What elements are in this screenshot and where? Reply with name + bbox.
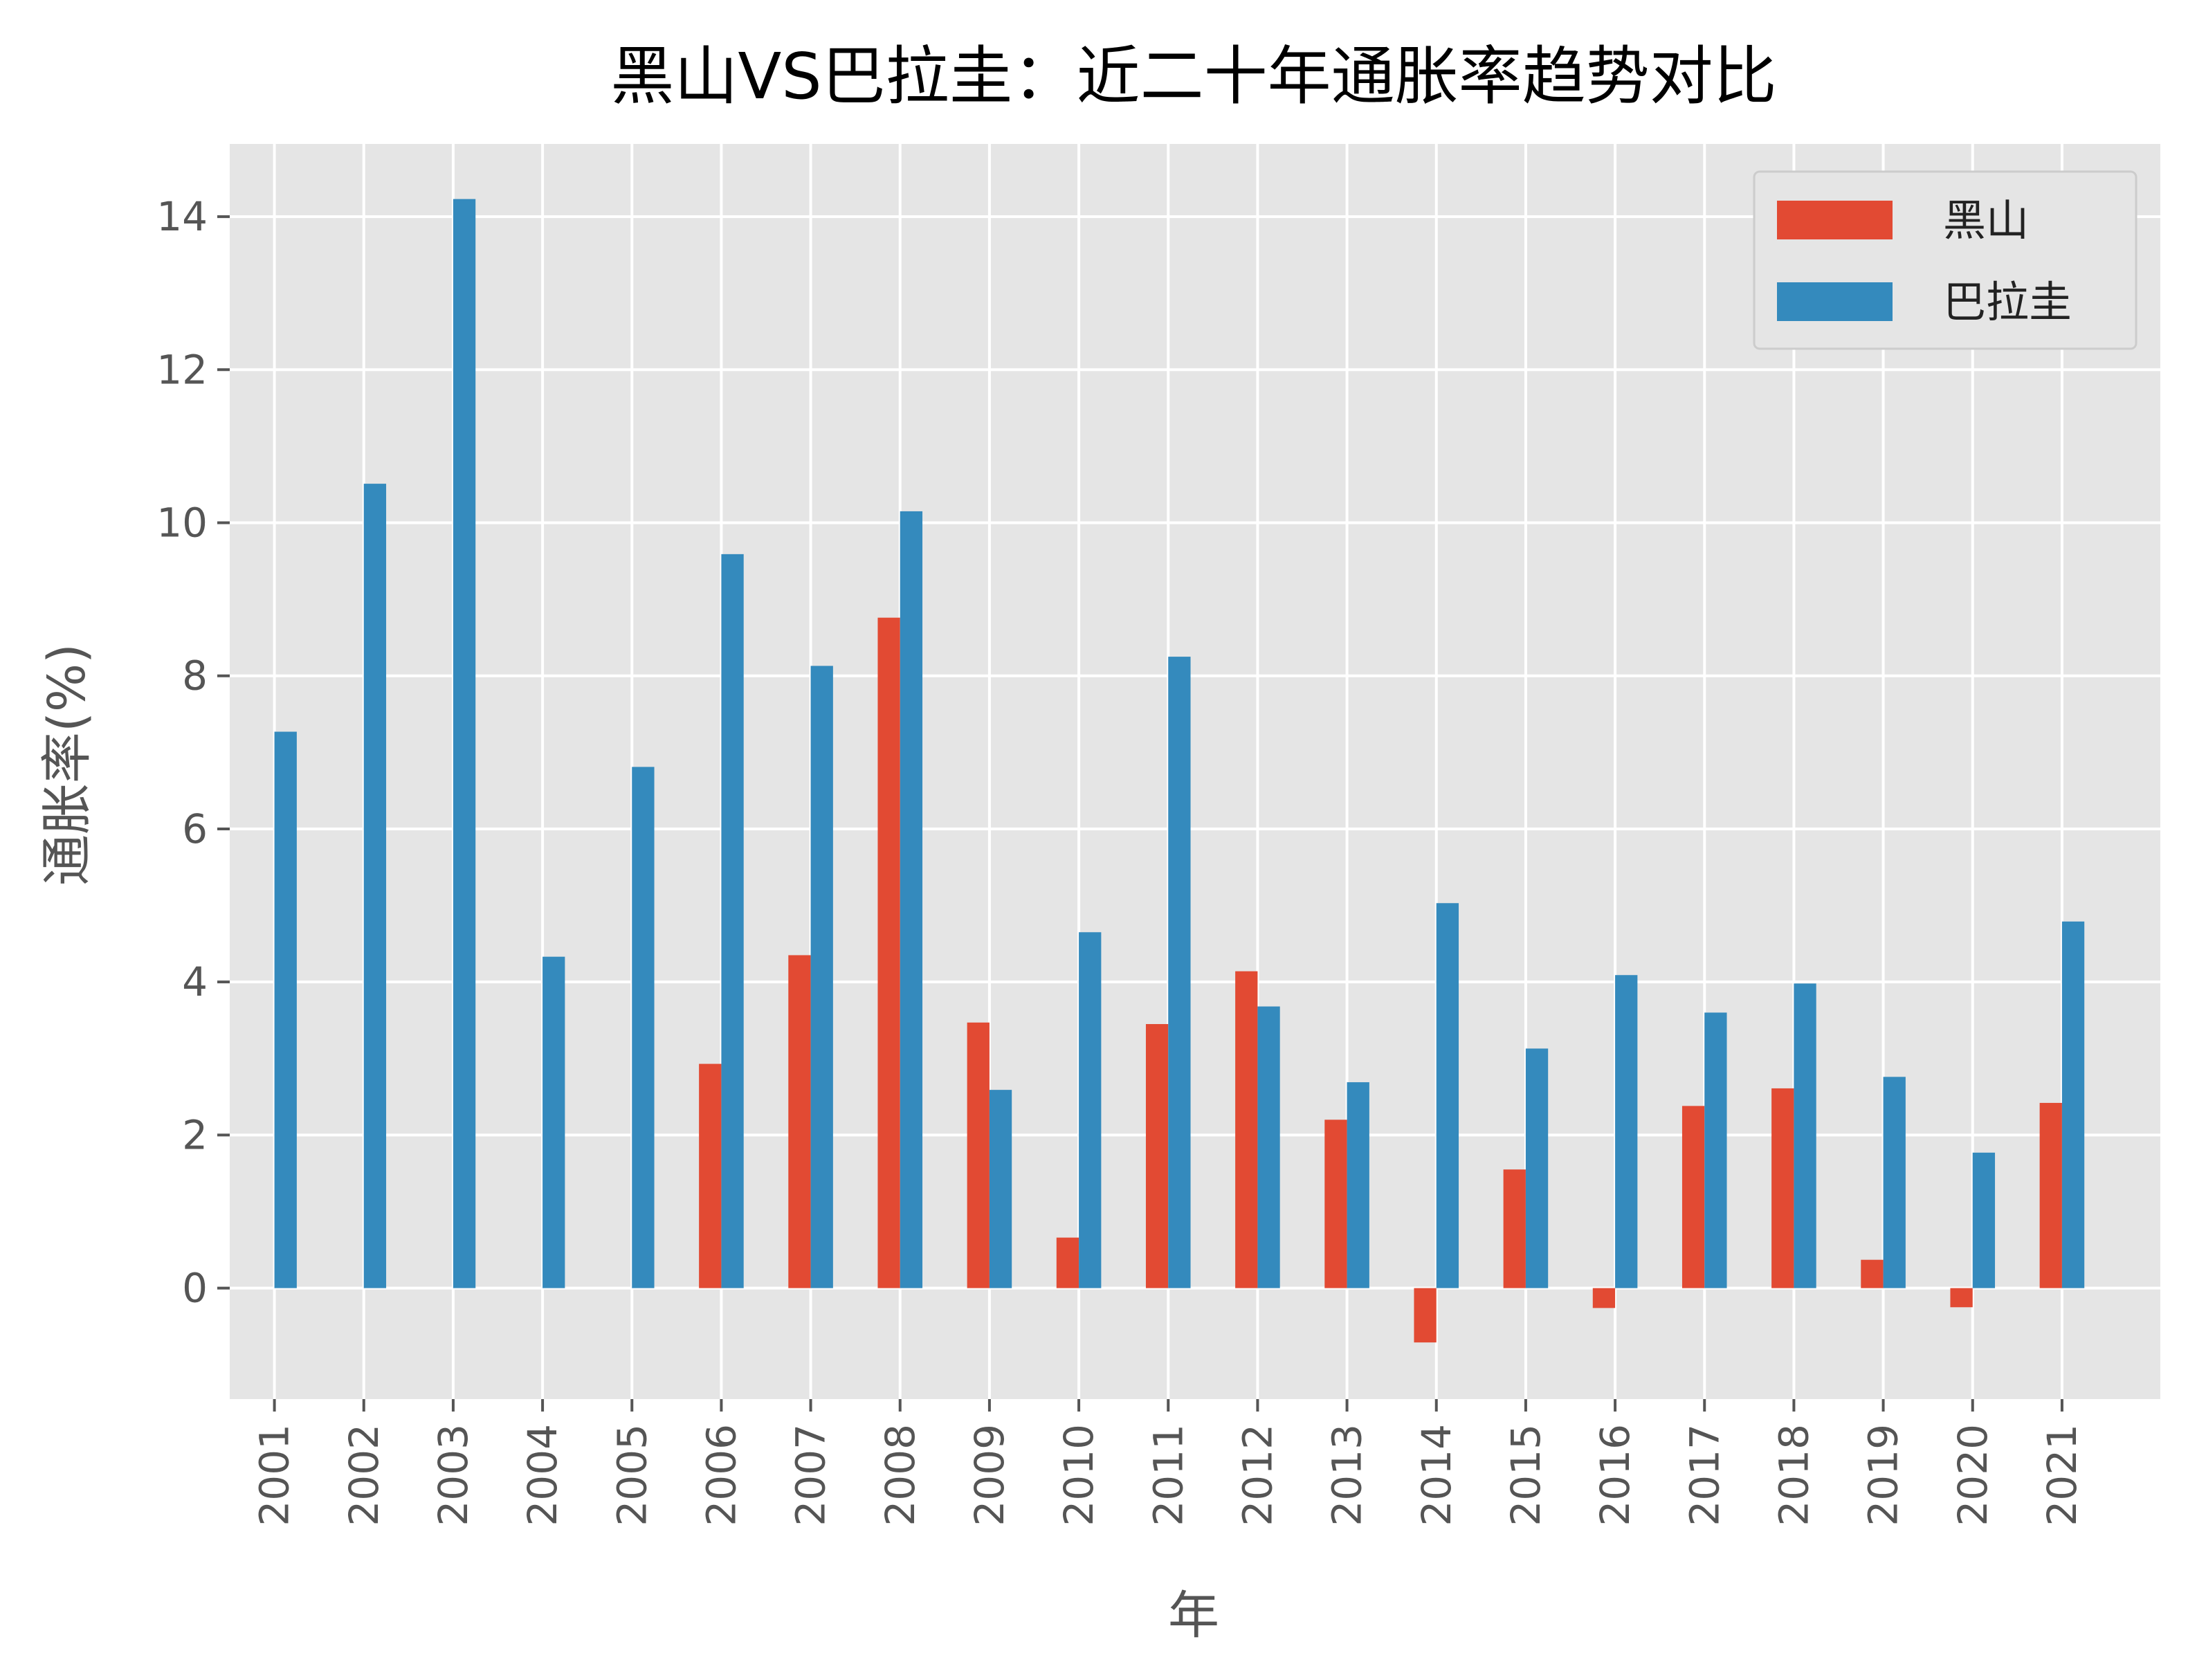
bar-series-2-2004: [543, 956, 565, 1288]
x-tick-label: 2015: [1502, 1424, 1549, 1526]
x-tick-label: 2020: [1949, 1424, 1996, 1526]
x-tick-label: 2019: [1860, 1424, 1907, 1526]
x-tick-label: 2011: [1145, 1424, 1192, 1526]
bar-series-1-2016: [1592, 1288, 1616, 1308]
bar-series-1-2021: [2039, 1102, 2062, 1288]
x-tick-label: 2008: [877, 1424, 924, 1526]
bar-series-2-2002: [363, 484, 387, 1288]
x-tick-label: 2007: [787, 1424, 835, 1526]
bar-series-2-2005: [632, 767, 655, 1288]
legend-swatch: [1777, 282, 1893, 321]
bar-series-2-2014: [1436, 903, 1459, 1288]
x-tick-label: 2010: [1055, 1424, 1102, 1526]
bar-series-1-2010: [1056, 1237, 1079, 1288]
x-tick-label: 2012: [1234, 1424, 1281, 1526]
legend-label: 巴拉圭: [1943, 277, 2072, 327]
bar-series-2-2007: [810, 666, 833, 1288]
bar-series-2-2015: [1525, 1048, 1549, 1288]
bar-series-2-2006: [721, 554, 744, 1288]
bar-series-2-2009: [989, 1090, 1012, 1288]
bar-series-1-2018: [1771, 1088, 1794, 1288]
chart-title: 黑山VS巴拉圭：近二十年通胀率趋势对比: [610, 39, 1776, 113]
bar-series-1-2019: [1861, 1259, 1884, 1288]
x-axis: 2001 2002 2003 2004 2005 2006 2007 2008 2009 2010…: [251, 1399, 2086, 1526]
bar-series-2-2021: [2061, 921, 2085, 1288]
x-tick-label: 2002: [340, 1424, 388, 1526]
bar-series-1-2017: [1681, 1106, 1705, 1288]
x-tick-label: 2006: [698, 1424, 745, 1526]
bar-series-1-2009: [967, 1022, 990, 1288]
bars: [274, 199, 2085, 1343]
legend-label: 黑山: [1943, 195, 2029, 246]
y-axis-label: 通胀率(%): [37, 643, 97, 886]
bar-series-2-2019: [1883, 1077, 1906, 1288]
y-tick-label: 2: [182, 1111, 208, 1158]
bar-series-2-2018: [1794, 983, 1816, 1288]
bar-series-1-2014: [1414, 1288, 1437, 1343]
bar-series-2-2017: [1704, 1012, 1727, 1288]
bar-series-1-2020: [1950, 1288, 1973, 1308]
x-tick-label: 2018: [1770, 1424, 1817, 1526]
y-tick-label: 6: [182, 805, 208, 852]
x-tick-label: 2021: [2039, 1424, 2086, 1526]
x-tick-label: 2001: [251, 1424, 298, 1526]
bar-series-2-2016: [1615, 975, 1638, 1288]
y-tick-label: 8: [182, 652, 208, 700]
y-tick-label: 10: [156, 500, 208, 547]
x-tick-label: 2013: [1324, 1424, 1371, 1526]
x-tick-label: 2003: [430, 1424, 477, 1526]
bar-series-1-2006: [699, 1063, 722, 1288]
x-tick-label: 2016: [1592, 1424, 1639, 1526]
y-tick-label: 0: [182, 1265, 208, 1312]
bar-series-2-2008: [900, 511, 923, 1288]
bar-series-1-2007: [788, 955, 811, 1288]
x-tick-label: 2014: [1413, 1424, 1460, 1526]
x-tick-label: 2004: [519, 1424, 566, 1526]
bar-series-2-2001: [274, 731, 297, 1288]
y-axis: 0 2 4 6 8 10 12 14: [156, 193, 230, 1312]
bar-series-1-2012: [1235, 971, 1258, 1288]
x-tick-label: 2017: [1681, 1424, 1728, 1526]
y-tick-label: 4: [182, 958, 208, 1005]
bar-series-1-2013: [1324, 1120, 1347, 1288]
bar-series-2-2011: [1168, 657, 1191, 1288]
x-tick-label: 2009: [966, 1424, 1013, 1526]
bar-series-2-2012: [1257, 1006, 1280, 1288]
bar-series-1-2008: [877, 617, 900, 1288]
legend-swatch: [1777, 201, 1893, 239]
x-tick-label: 2005: [608, 1424, 655, 1526]
bar-series-2-2013: [1347, 1082, 1369, 1288]
x-axis-label: 年: [1168, 1586, 1219, 1645]
bar-series-2-2020: [1972, 1152, 1996, 1288]
bar-series-1-2011: [1145, 1024, 1169, 1288]
bar-series-1-2015: [1503, 1169, 1526, 1288]
y-tick-label: 14: [156, 193, 208, 240]
bar-series-2-2003: [453, 199, 476, 1288]
y-tick-label: 12: [156, 346, 208, 393]
bar-series-2-2010: [1079, 932, 1102, 1288]
